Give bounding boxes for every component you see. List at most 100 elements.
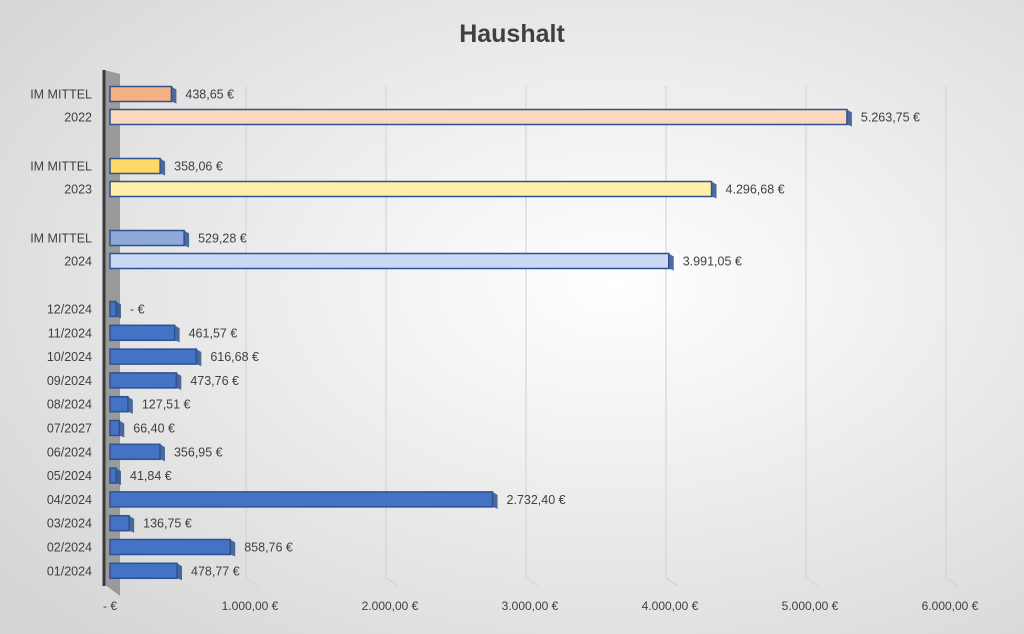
data-label: 478,77 €: [191, 564, 240, 578]
category-label: 03/2024: [47, 517, 92, 531]
data-label: - €: [130, 303, 145, 317]
bar-group: 07/2027 66,40 €: [47, 419, 175, 438]
bar-group: 02/2024 858,76 €: [47, 538, 293, 557]
bar-side: [176, 372, 182, 390]
gridline: [385, 86, 399, 587]
bar-group: 06/2024 356,95 €: [47, 443, 223, 462]
bar-side: [116, 301, 121, 319]
bar-side: [116, 468, 121, 486]
bar: [109, 395, 129, 413]
chart-title: Haushalt: [459, 20, 565, 48]
category-label: 04/2024: [47, 493, 92, 507]
category-label: 10/2024: [47, 350, 92, 364]
data-label: 616,68 €: [210, 350, 259, 364]
data-label: 2.732,40 €: [507, 493, 566, 507]
bar-group: 08/2024 127,51 €: [47, 395, 191, 414]
x-tick-label: - €: [103, 599, 117, 613]
bar: [109, 443, 161, 461]
category-label: 05/2024: [47, 469, 92, 483]
x-tick-label: 1.000,00 €: [222, 599, 279, 613]
bar: [109, 562, 178, 580]
bar-side: [230, 539, 236, 557]
data-label: 356,95 €: [174, 445, 223, 459]
data-label: 473,76 €: [190, 374, 239, 388]
category-label: 09/2024: [47, 374, 92, 388]
bar-group: 11/2024 461,57 €: [48, 324, 238, 343]
bar-side: [668, 253, 674, 271]
data-label: 136,75 €: [143, 517, 192, 531]
bar-group: IM MITTEL 529,28 €: [30, 229, 247, 248]
bar-side: [196, 349, 202, 367]
bar-group: IM MITTEL 358,06 €: [30, 157, 223, 176]
bar: [109, 229, 185, 247]
x-tick-label: 2.000,00 €: [362, 599, 419, 613]
bar: [109, 157, 161, 175]
x-tick-label: 6.000,00 €: [922, 599, 979, 613]
data-label: 5.263,75 €: [861, 111, 920, 125]
gridline: [245, 86, 259, 587]
bar: [109, 419, 121, 437]
bar-side: [711, 181, 717, 199]
bar-side: [174, 325, 180, 343]
data-label: 66,40 €: [133, 422, 175, 436]
data-label: 127,51 €: [142, 398, 191, 412]
gridline: [665, 86, 679, 587]
bar-group: 12/2024 - €: [47, 300, 145, 319]
category-label: 02/2024: [47, 541, 92, 555]
bar-group: 05/2024 41,84 €: [47, 467, 172, 486]
bar: [109, 514, 130, 532]
gridline: [525, 86, 539, 587]
x-tick-label: 5.000,00 €: [782, 599, 839, 613]
bar-group: IM MITTEL 438,65 €: [30, 85, 234, 104]
category-label: 06/2024: [47, 445, 92, 459]
bar-side: [119, 420, 125, 438]
bar: [109, 108, 848, 126]
bar: [109, 180, 713, 198]
category-label: 2022: [64, 111, 92, 125]
bar-side: [184, 230, 190, 248]
category-label: 2023: [64, 183, 92, 197]
x-tick-label: 4.000,00 €: [642, 599, 699, 613]
category-label: 01/2024: [47, 564, 92, 578]
data-label: 358,06 €: [174, 160, 223, 174]
bar-side: [492, 491, 498, 509]
bar-side: [159, 444, 165, 462]
category-label: 11/2024: [48, 326, 92, 340]
data-label: 858,76 €: [244, 541, 293, 555]
bar: [109, 538, 231, 556]
bar-group: 2023 4.296,68 €: [64, 180, 785, 199]
bar: [109, 467, 117, 484]
bar-side: [171, 86, 177, 104]
bar: [109, 324, 176, 342]
category-label: 2024: [64, 255, 92, 269]
category-label: 07/2027: [47, 422, 92, 436]
category-label: IM MITTEL: [30, 88, 92, 102]
category-label: 12/2024: [47, 303, 92, 317]
bar-group: 10/2024 616,68 €: [47, 348, 259, 367]
bar-group: 2024 3.991,05 €: [64, 252, 742, 271]
bar-group: 01/2024 478,77 €: [47, 562, 240, 581]
bar-group: 09/2024 473,76 €: [47, 372, 239, 390]
category-label: 08/2024: [47, 398, 92, 412]
bar: [109, 300, 117, 318]
bar: [109, 252, 670, 270]
bar-side: [127, 396, 133, 414]
bar: [109, 348, 198, 365]
category-label: IM MITTEL: [30, 232, 92, 246]
bar-group: 04/2024 2.732,40 €: [47, 491, 566, 509]
bar-side: [846, 109, 852, 127]
gridline: [945, 86, 959, 587]
bar-side: [160, 158, 166, 176]
bar: [109, 491, 494, 508]
bar-group: 03/2024 136,75 €: [47, 514, 192, 533]
data-label: 461,57 €: [189, 326, 238, 340]
data-label: 4.296,68 €: [726, 183, 785, 197]
data-label: 529,28 €: [198, 232, 247, 246]
bar-side: [129, 515, 135, 533]
category-label: IM MITTEL: [30, 160, 92, 174]
gridline: [805, 86, 819, 587]
bar: [109, 85, 173, 103]
bar-group: 2022 5.263,75 €: [64, 108, 920, 127]
data-label: 438,65 €: [185, 88, 234, 102]
